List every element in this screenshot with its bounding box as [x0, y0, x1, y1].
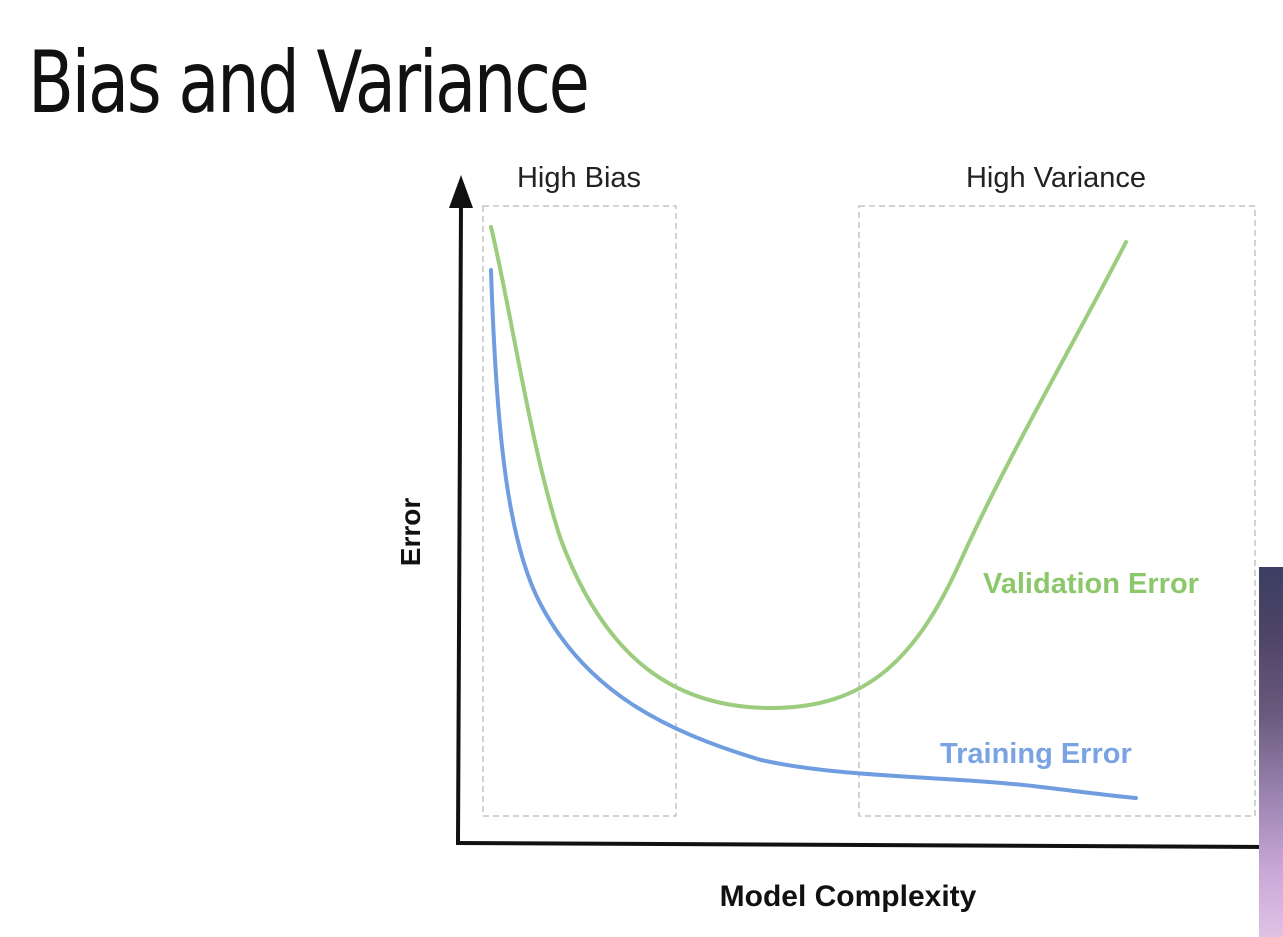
- training-error-curve: [489, 268, 1138, 800]
- high-bias-zone: [482, 205, 677, 817]
- y-axis-label: Error: [395, 498, 426, 567]
- slide-title: Bias and Variance: [28, 33, 590, 133]
- x-axis: [455, 841, 1283, 849]
- x-axis-label: Model Complexity: [720, 880, 977, 913]
- training-error-label: Training Error: [940, 738, 1132, 770]
- high-bias-label: High Bias: [517, 162, 641, 194]
- y-axis-arrow-icon: [449, 175, 473, 208]
- high-variance-label: High Variance: [966, 162, 1146, 194]
- validation-error-label: Validation Error: [983, 568, 1199, 600]
- y-axis: [456, 204, 463, 844]
- webcam-thumbnail: [1259, 567, 1283, 937]
- high-variance-zone: [858, 205, 1256, 817]
- validation-error-curve: [489, 225, 1128, 711]
